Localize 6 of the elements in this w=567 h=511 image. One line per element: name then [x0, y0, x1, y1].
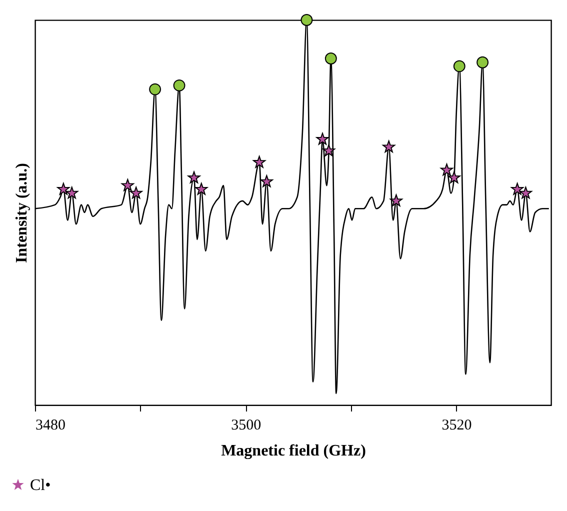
x-tick-label: 3500 [231, 418, 262, 434]
legend-label: Cl• [30, 477, 51, 494]
x-axis-title: Magnetic field (GHz) [221, 442, 366, 460]
y-axis-title: Intensity (a.u.) [14, 162, 30, 264]
x-tick-label: 3480 [36, 418, 66, 434]
x-tick-label: 3520 [442, 418, 472, 434]
